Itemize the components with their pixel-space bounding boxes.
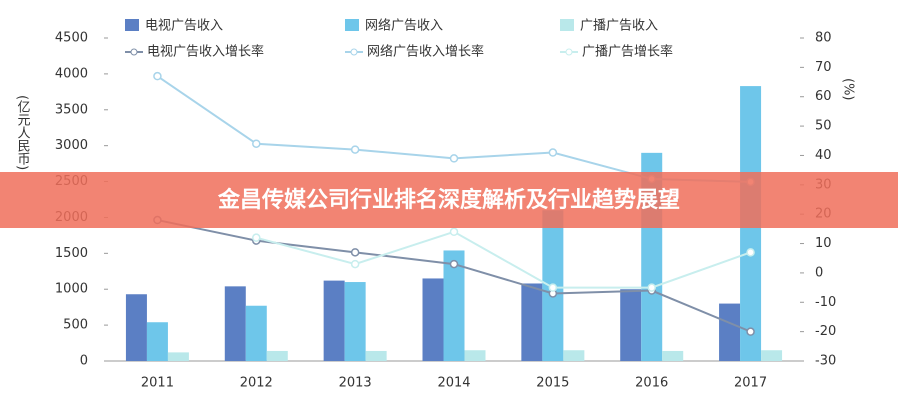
x-tick-label: 2012 (240, 376, 273, 391)
y-tick-label: 1000 (55, 282, 88, 297)
y-tick-label: 1500 (55, 246, 88, 261)
y2-tick-label: 50 (815, 119, 832, 134)
legend-swatch (345, 19, 359, 31)
line (256, 230, 751, 289)
legend-marker (350, 48, 358, 56)
bar (344, 282, 366, 361)
y2-tick-label: 0 (815, 265, 823, 280)
legend-label: 网络广告收入 (365, 18, 443, 34)
line-marker (449, 227, 459, 237)
y-tick-label: 3500 (55, 102, 88, 117)
x-tick-label: 2013 (339, 376, 372, 391)
legend-swatch (125, 19, 139, 31)
x-tick-label: 2014 (437, 376, 470, 391)
y-axis-label: (亿元人民币) (15, 95, 31, 170)
bar (365, 350, 387, 361)
x-tick-label: 2016 (635, 376, 668, 391)
line-marker (350, 145, 360, 154)
bar (719, 303, 741, 361)
line-marker (746, 248, 755, 257)
bar (443, 250, 465, 361)
bar (563, 350, 585, 361)
bar (266, 350, 288, 361)
y2-tick-label: 70 (815, 60, 832, 75)
y2-tick-label: 10 (815, 236, 832, 251)
bar (146, 322, 168, 361)
line-marker (350, 248, 360, 257)
legend-label: 广播广告收入 (580, 19, 658, 34)
line-marker (350, 259, 360, 269)
line-marker (548, 148, 558, 157)
y-tick-label: 4500 (55, 31, 88, 46)
legend-label: 电视广告收入增长率 (147, 44, 264, 60)
line-marker (252, 139, 261, 148)
legend-swatch (560, 19, 574, 31)
bar (167, 352, 189, 361)
bar (323, 280, 345, 361)
line-marker (449, 259, 459, 269)
line-marker (449, 154, 459, 163)
y2-tick-label: -20 (815, 324, 836, 339)
line-marker (746, 327, 755, 336)
x-tick-label: 2017 (734, 376, 767, 391)
bar (620, 289, 642, 361)
line-marker (647, 283, 656, 292)
line-marker (548, 283, 558, 292)
legend-marker (130, 48, 138, 56)
bar (662, 350, 684, 361)
bar (761, 350, 783, 361)
y2-tick-label: 40 (815, 148, 832, 163)
bar (245, 305, 267, 361)
x-tick-label: 2015 (536, 376, 569, 391)
legend-label: 广播广告增长率 (582, 44, 673, 60)
bar (464, 350, 486, 361)
y2-tick-label: 60 (815, 89, 832, 104)
legend-marker (565, 48, 573, 56)
bar (422, 278, 444, 361)
line-marker (252, 233, 261, 242)
legend-label: 网络广告收入增长率 (367, 44, 484, 60)
x-tick-label: 2011 (141, 376, 174, 391)
y2-axis-label: (%) (841, 78, 856, 101)
y2-tick-label: -30 (815, 354, 836, 369)
y2-tick-label: 80 (815, 31, 832, 46)
bar (125, 294, 147, 361)
y-tick-label: 500 (63, 318, 88, 333)
y-tick-label: 4000 (55, 66, 88, 81)
y-tick-label: 3000 (55, 138, 88, 153)
banner (0, 172, 898, 228)
line-marker (153, 71, 162, 81)
legend-label: 电视广告收入 (145, 19, 223, 34)
bar (521, 283, 543, 361)
banner-text: 金昌传媒公司行业排名深度解析及行业趋势展望 (217, 187, 680, 213)
y-tick-label: 0 (80, 354, 88, 369)
y2-tick-label: -10 (815, 295, 836, 310)
bar (224, 286, 246, 361)
